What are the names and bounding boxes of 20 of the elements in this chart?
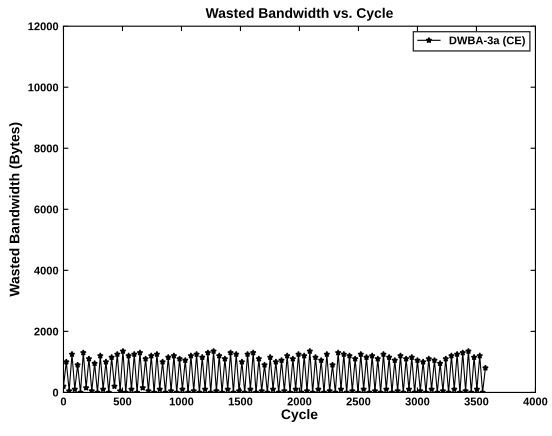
chart-title: Wasted Bandwidth vs. Cycle [206, 8, 393, 21]
x-tick-label: 2500 [346, 398, 370, 406]
legend-label: DWBA-3a (CE) [450, 36, 525, 47]
x-tick-label: 1500 [228, 398, 252, 406]
x-tick-label: 500 [114, 398, 132, 406]
x-tick-label: 1000 [170, 398, 194, 406]
x-tick-label: 3500 [464, 398, 488, 406]
x-tick-label: 3000 [405, 398, 430, 406]
y-tick-label: 6000 [34, 206, 58, 214]
y-tick-label: 12000 [28, 22, 58, 30]
y-tick-label: 10000 [28, 83, 58, 92]
x-tick-label: 2000 [287, 398, 312, 406]
x-tick-label: 0 [60, 398, 66, 406]
y-axis-title: Wasted Bandwidth (Bytes) [9, 122, 22, 297]
x-tick-label: 4000 [523, 398, 548, 406]
y-tick-label: 2000 [34, 328, 58, 336]
y-tick-label: 4000 [34, 266, 58, 274]
y-tick-label: 8000 [34, 144, 58, 152]
y-tick-label: 0 [52, 388, 58, 397]
x-axis-title: Cycle [282, 409, 318, 422]
